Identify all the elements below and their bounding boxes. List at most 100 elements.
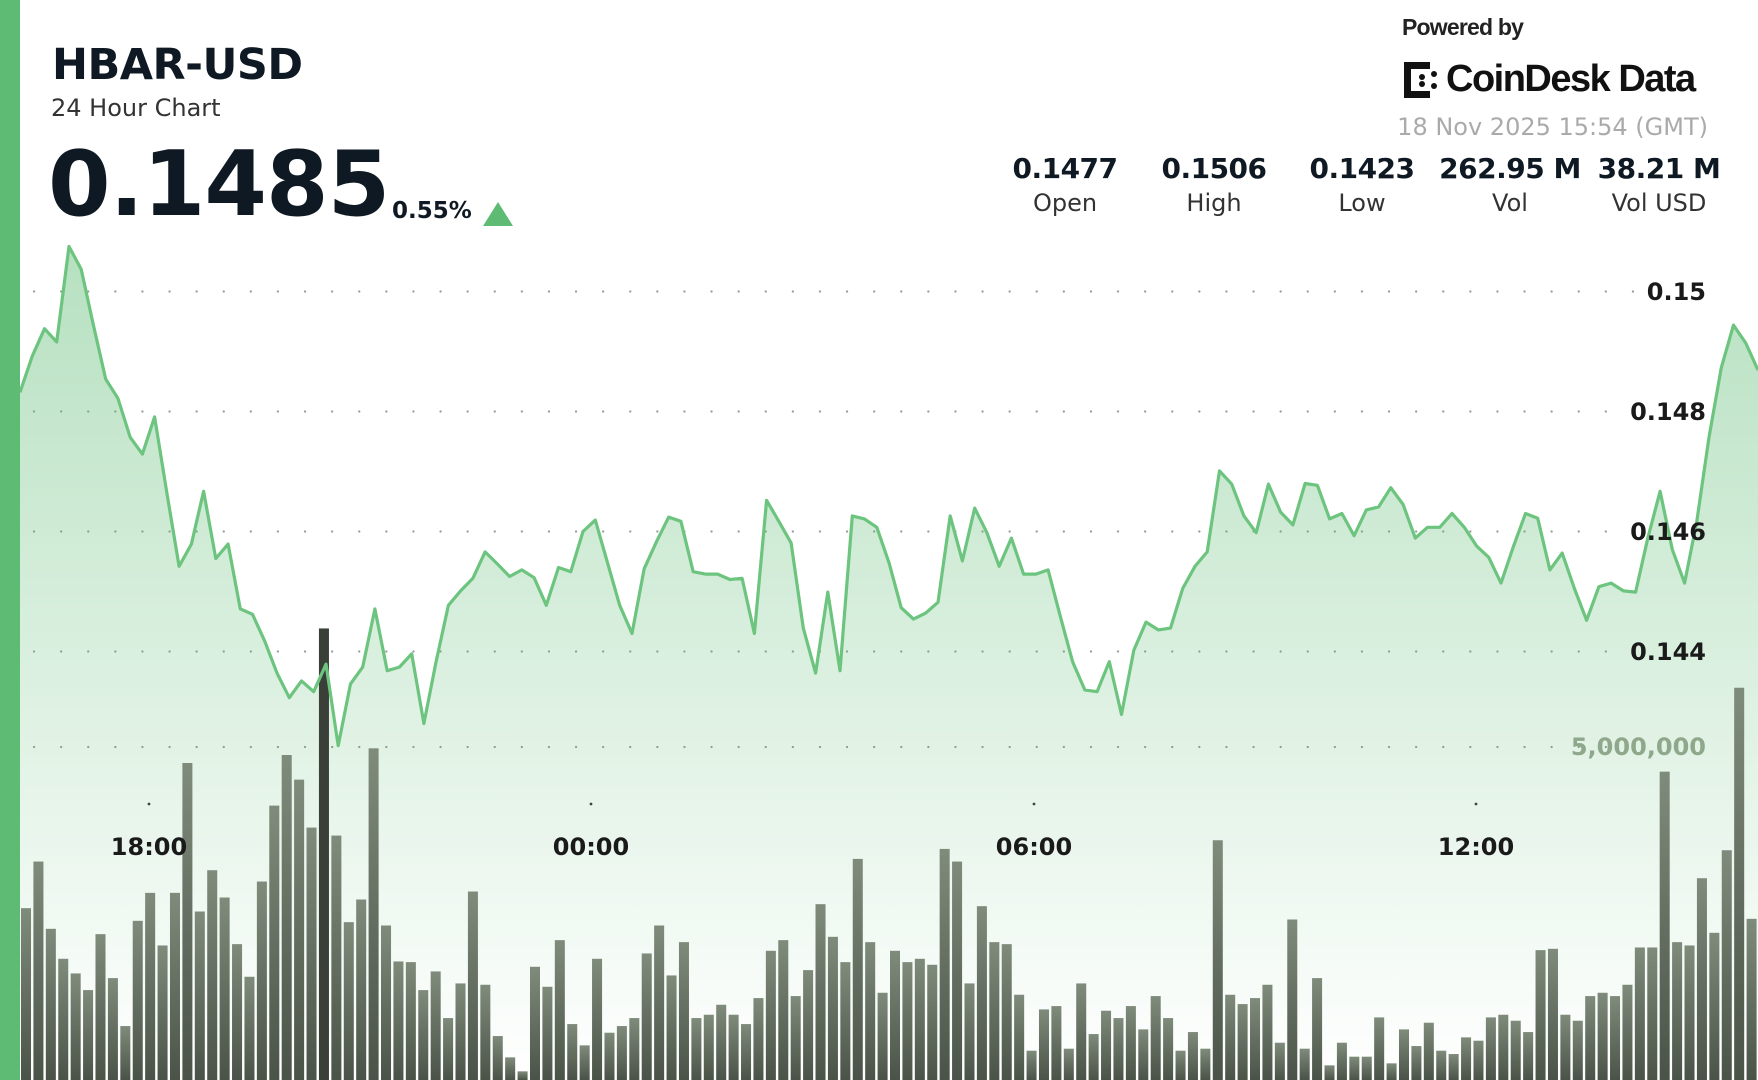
volume-bar [1659,771,1670,1080]
current-price: 0.1485 [48,132,390,237]
volume-bar [1063,1048,1074,1080]
volume-bar [269,805,280,1080]
volume-bar [1287,919,1298,1080]
price-change: 0.55% [392,198,472,224]
volume-bar [1572,1020,1583,1080]
volume-bar [318,628,329,1080]
stat-value: 0.1477 [1012,152,1118,185]
volume-bar [1225,994,1236,1080]
volume-bar [1436,1050,1447,1080]
volume-bar [1535,950,1546,1080]
volume-bar [1101,1010,1112,1080]
volume-bar [902,962,913,1080]
volume-bar [1038,1009,1049,1080]
volume-bar [1125,1006,1136,1080]
volume-bar [1386,1063,1397,1080]
volume-bar [1423,1022,1434,1080]
volume-bar [1138,1029,1149,1080]
x-tick-label: 06:00 [996,833,1072,861]
volume-bar [505,1057,516,1080]
volume-bar [815,904,826,1080]
volume-bar [1051,1006,1062,1080]
volume-bar [232,944,243,1080]
stat-value: 38.21 M [1597,152,1721,185]
stat-label: Vol USD [1611,189,1707,217]
volume-bar [256,881,267,1080]
pair-title: HBAR-USD [52,40,303,90]
volume-bar [405,962,416,1080]
y-tick-label: 0.144 [1630,638,1706,666]
stat-volume: 262.95 M Vol [1435,152,1585,217]
volume-bar [604,1032,615,1080]
volume-bar [691,1018,702,1080]
volume-bar [1709,932,1720,1080]
volume-bar [244,976,255,1080]
volume-bar [1634,947,1645,1080]
volume-bar [1336,1042,1347,1080]
volume-bar [132,920,143,1080]
price-line [18,244,1758,748]
volume-bar [1163,1018,1174,1080]
volume-bar [393,961,404,1080]
volume-bar [1547,948,1558,1080]
volume-bar [1274,1042,1285,1080]
volume-bar [1187,1032,1198,1080]
volume-bar [517,1071,528,1080]
volume-bar [95,934,106,1080]
stat-value: 0.1506 [1161,152,1267,185]
y-tick-label: 0.146 [1630,518,1706,546]
volume-bar [641,953,652,1080]
volume-bar [1076,983,1087,1080]
volume-bar [1212,840,1223,1080]
volume-bar [1001,944,1012,1080]
stat-value: 262.95 M [1439,152,1581,185]
volume-bar [1696,878,1707,1080]
volume-bar [157,945,168,1080]
volume-bar [579,1045,590,1080]
volume-bar [616,1026,627,1080]
volume-bar [1746,918,1757,1080]
brand-name: CoinDesk Data [1446,58,1696,100]
volume-bar [455,983,466,1080]
y-tick-label: 0.15 [1647,278,1706,306]
volume-bar [1510,1020,1521,1080]
volume-bar [169,892,180,1080]
volume-bar [145,892,156,1080]
timestamp: 18 Nov 2025 15:54 (GMT) [1397,113,1708,141]
volume-bar [1361,1056,1372,1080]
y-tick-label: 0.148 [1630,398,1706,426]
volume-bar [753,998,764,1080]
volume-bar [45,928,56,1080]
volume-bar [21,908,32,1080]
stat-high: 0.1506 High [1139,152,1289,217]
volume-bar [1262,984,1273,1080]
volume-bar [418,990,429,1080]
volume-bar [182,762,193,1080]
volume-bar [927,964,938,1080]
volume-bar [1485,1017,1496,1080]
volume-bar [1175,1050,1186,1080]
volume-bar [1498,1014,1509,1080]
x-tick-label: 12:00 [1438,833,1514,861]
volume-bar [356,899,367,1080]
volume-bar [1622,984,1633,1080]
volume-bar [542,986,553,1080]
volume-bar [1523,1032,1534,1080]
volume-bar [790,996,801,1080]
volume-bar [1672,942,1683,1080]
volume-bar [381,925,392,1080]
volume-bar [840,962,851,1080]
volume-bar [343,922,354,1080]
volume-bar [803,970,814,1080]
volume-bar [1461,1037,1472,1080]
volume-bar [741,1024,752,1080]
volume-bar [765,950,776,1080]
volume-bar [120,1026,131,1080]
volume-bar [1734,687,1745,1080]
volume-bar [1684,945,1695,1080]
volume-bar [107,978,118,1080]
chart-subtitle: 24 Hour Chart [51,94,221,122]
volume-bar [703,1014,714,1080]
volume-bar [219,897,230,1080]
